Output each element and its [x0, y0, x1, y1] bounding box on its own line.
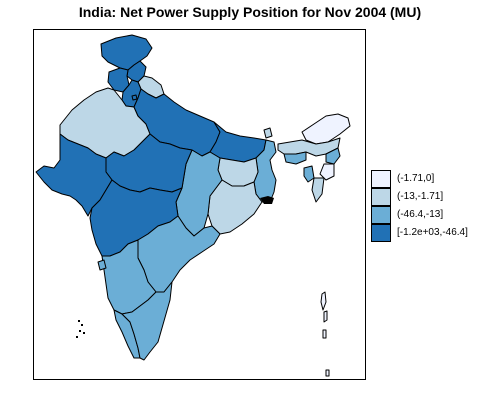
state-tamil-nadu [121, 281, 173, 361]
legend-swatch-4 [371, 224, 391, 242]
state-sikkim [263, 127, 273, 139]
legend-swatch-2 [371, 188, 391, 206]
west-bengal-delta [260, 196, 274, 204]
legend-swatch-1 [371, 170, 391, 188]
legend-label-3: (-46.4,-13] [397, 209, 444, 220]
legend-label-1: (-1.71,0] [397, 173, 435, 184]
state-meghalaya [283, 151, 307, 165]
state-tripura [303, 165, 315, 183]
legend: (-1.71,0] (-13,-1.71] (-46.4,-13] [-1.2e… [371, 170, 491, 245]
legend-label-4: [-1.2e+03,-46.4] [397, 227, 468, 238]
state-manipur [319, 163, 335, 181]
map-title: India: Net Power Supply Position for Nov… [78, 4, 422, 20]
state-delhi [131, 94, 138, 101]
lakshadweep-islands [76, 320, 85, 338]
state-nagaland [325, 147, 341, 165]
state-arunachal-pradesh [301, 113, 351, 145]
legend-label-2: (-13,-1.71] [397, 191, 444, 202]
state-goa [97, 259, 107, 271]
india-map [35, 34, 351, 377]
state-mizoram [311, 177, 325, 203]
map-panel [33, 29, 366, 380]
state-andaman-islands [320, 291, 330, 377]
legend-swatch-3 [371, 206, 391, 224]
